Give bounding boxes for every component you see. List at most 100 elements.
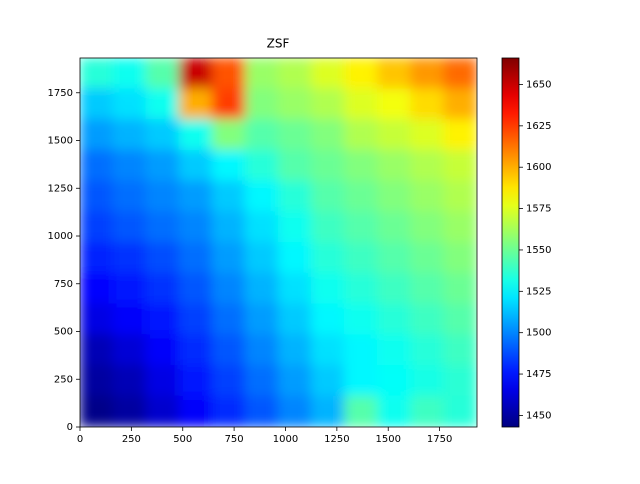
heat-cell xyxy=(244,119,279,151)
heat-cell xyxy=(443,149,477,182)
heat-cell xyxy=(344,303,379,336)
heat-cell xyxy=(443,119,477,151)
heat-cell xyxy=(178,88,213,120)
heat-cell xyxy=(344,334,379,366)
heat-cell xyxy=(244,58,279,90)
heat-cell xyxy=(278,303,313,336)
heat-cell xyxy=(211,88,246,120)
heat-cell xyxy=(311,334,346,366)
heat-cell xyxy=(244,334,279,366)
heat-cell xyxy=(410,88,445,120)
heat-cell xyxy=(311,180,346,213)
heat-cell xyxy=(278,180,313,213)
colorbar-tick-label: 1525 xyxy=(526,286,551,297)
heat-cell xyxy=(443,242,477,274)
heat-cell xyxy=(178,242,213,274)
colorbar xyxy=(501,57,520,428)
y-tick-label: 750 xyxy=(54,279,73,290)
heat-cell xyxy=(80,334,114,366)
heat-cell xyxy=(278,272,313,305)
y-tick-label: 250 xyxy=(54,374,73,385)
heat-cell xyxy=(344,149,379,182)
heat-cell xyxy=(112,58,147,90)
x-tick-label: 1500 xyxy=(376,434,401,445)
heat-cell xyxy=(344,58,379,90)
heat-cell xyxy=(278,211,313,243)
heat-cell xyxy=(244,149,279,182)
heat-cell xyxy=(377,395,412,427)
heat-cell xyxy=(211,334,246,366)
heat-cell xyxy=(443,272,477,305)
heat-cell xyxy=(112,303,147,336)
heat-cell xyxy=(80,272,114,305)
heat-cell xyxy=(80,88,114,120)
heat-cell xyxy=(410,180,445,213)
heat-cell xyxy=(112,88,147,120)
heat-cell xyxy=(443,88,477,120)
heat-cell xyxy=(377,149,412,182)
heat-cell xyxy=(344,211,379,243)
heat-cell xyxy=(145,334,180,366)
heat-cell xyxy=(244,395,279,427)
heat-cell xyxy=(145,88,180,120)
y-tick-label: 1000 xyxy=(48,231,73,242)
heat-cell xyxy=(211,395,246,427)
heat-cell xyxy=(278,395,313,427)
heat-cell xyxy=(278,365,313,397)
heat-cell xyxy=(80,58,114,90)
y-tick-label: 1750 xyxy=(48,88,73,99)
heat-cell xyxy=(278,58,313,90)
heat-cell xyxy=(311,149,346,182)
heat-cell xyxy=(244,242,279,274)
heat-cell xyxy=(178,58,213,90)
heat-cell xyxy=(344,242,379,274)
heat-cell xyxy=(377,365,412,397)
heat-cell xyxy=(344,365,379,397)
heat-cell xyxy=(244,211,279,243)
heat-cell xyxy=(377,211,412,243)
heat-cell xyxy=(145,242,180,274)
heat-cell xyxy=(145,395,180,427)
heat-cell xyxy=(244,365,279,397)
heat-cell xyxy=(311,303,346,336)
plot-frame xyxy=(79,57,478,428)
heat-cell xyxy=(311,395,346,427)
colorbar-tick-label: 1600 xyxy=(526,162,551,173)
y-tick-label: 0 xyxy=(67,422,73,433)
heat-cell xyxy=(112,242,147,274)
heat-cell xyxy=(344,272,379,305)
heat-cell xyxy=(80,242,114,274)
heat-cell xyxy=(278,119,313,151)
heat-cell xyxy=(311,242,346,274)
heat-cell xyxy=(211,272,246,305)
heat-cell xyxy=(443,58,477,90)
heat-cell xyxy=(112,119,147,151)
heat-cell xyxy=(410,272,445,305)
colorbar-tick-label: 1575 xyxy=(526,204,551,215)
heat-cell xyxy=(443,211,477,243)
colorbar-tick-label: 1650 xyxy=(526,79,551,90)
x-tick-label: 0 xyxy=(77,434,83,445)
x-tick-label: 750 xyxy=(225,434,244,445)
heat-cell xyxy=(80,365,114,397)
colorbar-tick-label: 1450 xyxy=(526,410,551,421)
y-tick-label: 1500 xyxy=(48,136,73,147)
heat-cell xyxy=(344,180,379,213)
heat-cell xyxy=(311,58,346,90)
colorbar-tick-label: 1550 xyxy=(526,245,551,256)
heat-cell xyxy=(178,365,213,397)
heat-cell xyxy=(311,272,346,305)
heat-cell xyxy=(443,334,477,366)
heat-cell xyxy=(145,149,180,182)
heat-cell xyxy=(278,88,313,120)
heat-cell xyxy=(211,180,246,213)
heat-cell xyxy=(410,58,445,90)
heat-cell xyxy=(443,365,477,397)
heat-cell xyxy=(344,119,379,151)
heat-cell xyxy=(344,88,379,120)
heat-cell xyxy=(377,119,412,151)
heat-cell xyxy=(178,149,213,182)
heat-cell xyxy=(311,88,346,120)
heat-cell xyxy=(443,395,477,427)
